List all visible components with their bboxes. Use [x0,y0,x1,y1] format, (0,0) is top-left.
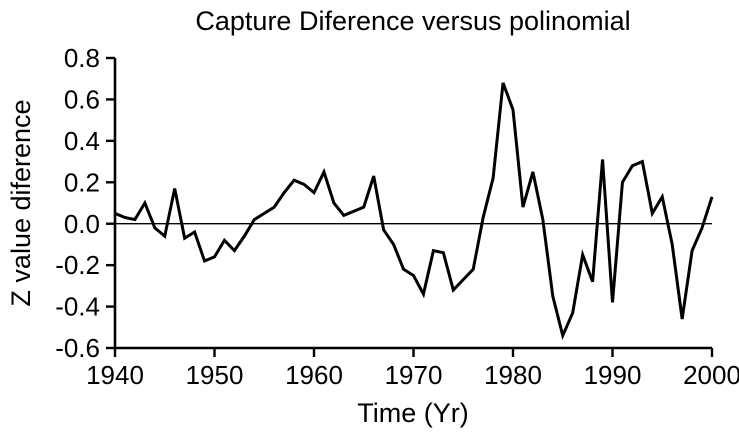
data-line [114,82,714,341]
y-tick-label: 0.4 [64,126,100,156]
y-tick-label: 0.0 [64,209,100,239]
chart-title: Capture Diference versus polinomial [195,6,630,36]
y-tick-label: -0.6 [55,333,100,363]
x-tick-label: 1940 [86,360,144,390]
y-tick-label: 0.8 [64,43,100,73]
plot-area [114,82,714,341]
y-tick-label: 0.6 [64,85,100,115]
ticks: -0.6 -0.4 -0.2 0.0 0.2 0.4 0.6 0.8 1940 1950 1960 1… [55,43,739,390]
x-tick-label: 1990 [584,360,642,390]
x-tick-label: 1980 [484,360,542,390]
x-tick-label: 1970 [385,360,443,390]
y-tick-label: -0.2 [55,250,100,280]
axes [113,58,712,350]
x-tick-label: 2000 [683,360,739,390]
y-tick-label: 0.2 [64,167,100,197]
x-axis-label: Time (Yr) [357,398,468,428]
y-axis-label: Z value diference [6,99,36,306]
y-tick-label: -0.4 [55,292,100,322]
x-tick-label: 1960 [285,360,343,390]
x-tick-label: 1950 [186,360,244,390]
